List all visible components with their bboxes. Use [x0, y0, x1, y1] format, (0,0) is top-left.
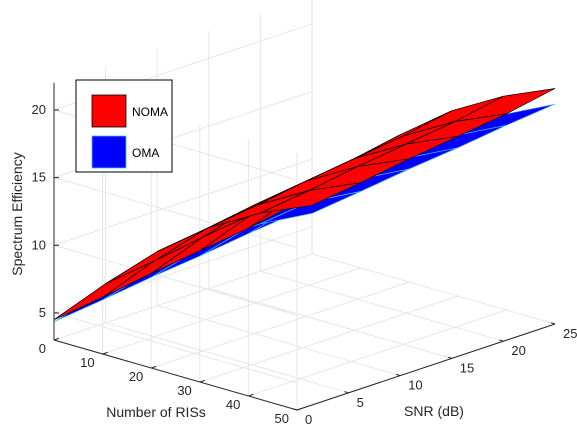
- z-tick-label: 15: [32, 170, 46, 185]
- x-axis-label: SNR (dB): [404, 403, 464, 419]
- x-tick: [499, 339, 504, 342]
- surface-patch: [260, 182, 361, 214]
- gridline: [311, 253, 556, 325]
- tick-layer: 0 10 20 30 40 50 0 5 10 15 20 25 5 10 15 20: [32, 102, 577, 427]
- y-tick: [53, 337, 60, 341]
- y-tick-label: 20: [129, 369, 143, 384]
- y-tick-label: 10: [80, 355, 94, 370]
- y-tick-label: 0: [39, 341, 46, 356]
- surface-patch: [102, 236, 204, 298]
- x-tick: [344, 391, 349, 394]
- surface-patch: [150, 214, 252, 274]
- z-tick-label: 10: [32, 237, 46, 252]
- gridline: [53, 158, 313, 246]
- legend-label-noma: NOMA: [132, 105, 168, 119]
- y-tick-label: 40: [226, 397, 240, 412]
- x-tick-label: 5: [357, 395, 364, 410]
- x-tick-label: 15: [460, 360, 474, 375]
- z-tick-label: 20: [32, 102, 46, 117]
- y-tick-label: 50: [275, 411, 289, 426]
- legend: NOMA OMA: [75, 79, 173, 173]
- x-tick: [550, 322, 556, 325]
- y-tick-label: 30: [177, 383, 191, 398]
- y-axis-line: [53, 339, 298, 411]
- gridline: [53, 244, 298, 316]
- gridline: [260, 270, 504, 342]
- y-tick: [199, 379, 205, 383]
- gridline: [102, 267, 361, 355]
- x-tick-label: 0: [305, 412, 312, 427]
- x-tick-label: 20: [511, 343, 525, 358]
- x-tick-label: 25: [563, 326, 577, 341]
- surface-layer: [53, 88, 556, 323]
- gridline: [105, 322, 349, 394]
- surface-patch: [260, 191, 361, 225]
- y-tick: [151, 365, 157, 369]
- z-tick-label: 5: [39, 305, 46, 320]
- y-tick: [296, 407, 303, 411]
- gridline: [199, 295, 458, 383]
- grid-layer: [53, 0, 556, 411]
- x-axis-line: [296, 323, 556, 411]
- x-tick: [292, 408, 298, 411]
- gridline: [151, 281, 410, 369]
- gridline: [53, 312, 298, 384]
- gridline: [248, 309, 507, 397]
- axis-layer: [53, 82, 556, 411]
- y-tick: [102, 351, 108, 355]
- x-tick: [396, 373, 401, 377]
- legend-swatch-noma: [91, 94, 127, 128]
- surface-noma: [53, 88, 556, 321]
- surface-patch: [53, 260, 155, 321]
- y-tick: [248, 393, 254, 397]
- legend-swatch-oma: [91, 135, 127, 169]
- x-tick-label: 10: [408, 378, 422, 393]
- x-tick: [447, 356, 452, 359]
- legend-label-oma: OMA: [132, 146, 159, 160]
- gridline: [208, 287, 452, 359]
- gridline: [157, 305, 401, 377]
- z-axis-label: Spectrum Efficiency: [9, 152, 25, 275]
- y-axis-label: Number of RISs: [106, 404, 206, 420]
- gridline: [53, 177, 298, 249]
- gridline: [53, 253, 313, 341]
